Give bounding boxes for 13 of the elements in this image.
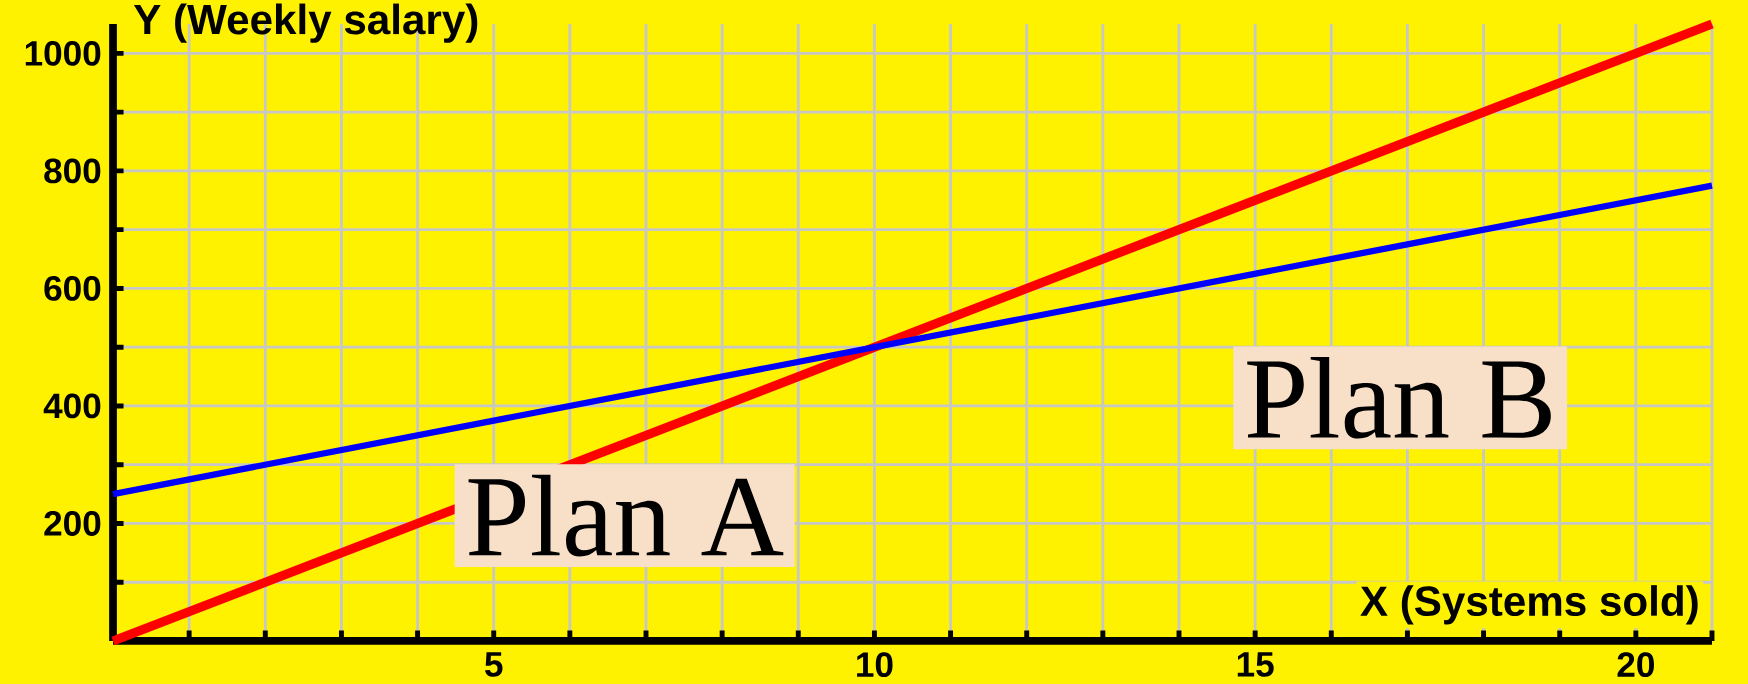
x-tick-label: 5: [485, 652, 503, 677]
series-label: Plan A: [468, 474, 784, 557]
x-tick-label: 20: [1617, 652, 1654, 678]
y-tick-label: 800: [44, 158, 101, 184]
y-tick-label: 600: [44, 275, 101, 301]
x-axis-title: X (Systems sold): [1360, 585, 1698, 625]
y-axis-title: Y (Weekly salary): [133, 3, 478, 43]
y-tick-label: 400: [43, 393, 101, 419]
y-tick-label: 1000: [25, 40, 101, 66]
x-tick-label: 15: [1237, 652, 1274, 677]
x-tick-label: 10: [857, 652, 893, 678]
y-tick-label: 200: [44, 511, 101, 536]
series-label: Plan B: [1247, 356, 1551, 439]
